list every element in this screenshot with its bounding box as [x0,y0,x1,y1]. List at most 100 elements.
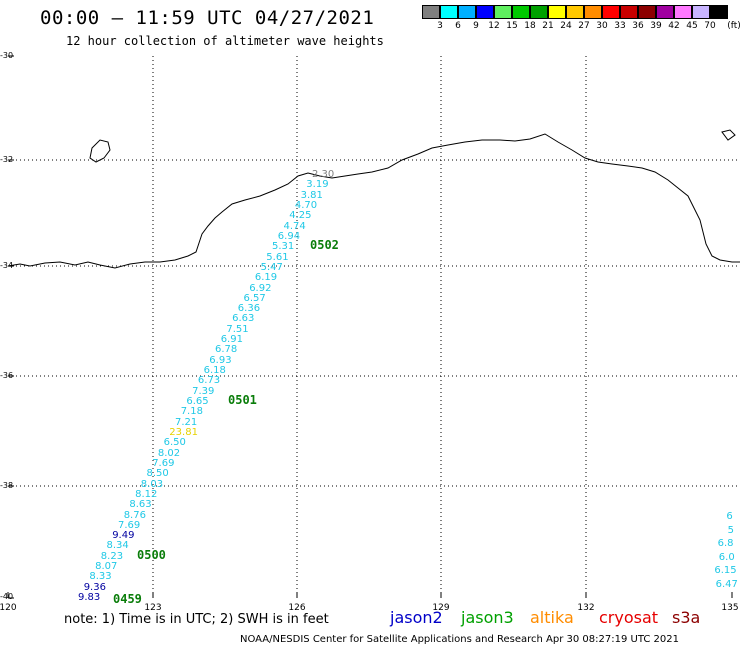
legend-swatch [638,5,656,19]
swh-value: 6.73 [197,375,221,387]
page-title: 00:00 – 11:59 UTC 04/27/2021 [40,7,375,29]
legend-label: 12 [488,21,500,31]
legend-swatch [458,5,476,19]
legend-swatch [494,5,512,19]
swh-value: 6.0 [718,551,735,563]
pass-time-label: 0501 [228,393,257,407]
legend-label: 39 [650,21,662,31]
legend-swatch [512,5,530,19]
swh-value: 6.92 [249,282,272,294]
pass-time-label: 0502 [310,238,339,252]
swh-value: 6.19 [254,272,278,284]
longitude-label: 129 [432,603,450,613]
legend-swatch [476,5,494,19]
swh-value: 6.91 [220,334,243,346]
swh-value: 6 [726,511,733,522]
swh-value: 8.12 [135,488,158,500]
legend-swatch [710,5,728,19]
longitude-label: 135 [721,603,739,613]
swh-value: 8.03 [140,478,164,490]
page-subtitle: 12 hour collection of altimeter wave hei… [66,34,384,48]
legend-swatches [422,5,728,19]
swh-value: 7.51 [226,323,249,335]
legend-swatch [440,5,458,19]
legend-swatch [548,5,566,19]
latitude-label: -38 [0,481,14,490]
swh-value: 6.47 [715,578,738,590]
longitude-label: 123 [144,603,162,613]
swh-value: 8.63 [129,499,152,511]
swh-value: 3.19 [306,179,329,191]
legend-swatch [692,5,710,19]
swh-value: 4.74 [283,220,306,232]
swh-value: 6.63 [232,313,255,325]
swh-value: 6.15 [714,565,737,576]
swh-value: 5.61 [266,251,289,263]
legend-label: 21 [542,21,554,31]
swh-value: 7.69 [152,457,175,469]
graticule [8,56,740,598]
swh-value: 6.93 [209,354,232,366]
longitude-label: 132 [577,603,595,613]
legend-label: 9 [473,21,479,31]
legend-swatch [584,5,602,19]
swh-value: 5.47 [260,261,283,273]
swh-value: 6.50 [163,437,186,449]
swh-value: 2.30 [312,169,335,180]
swh-value: 7.39 [192,385,215,397]
swh-value: 8.33 [89,571,112,583]
legend-labels: 3 6 9 12 15 18 21 24 27 30 33 36 39 42 45 70 (ft) [422,21,740,35]
satellite-legend-jason2: jason2 [390,608,443,627]
swh-value: 5 [727,524,734,536]
satellite-legend-jason3: jason3 [461,608,514,627]
swh-value: 7.69 [118,519,141,531]
legend-swatch [620,5,638,19]
pass-time-label: 0459 [113,592,142,606]
swh-value: 6.8 [717,538,734,549]
swh-value: 6.65 [186,396,209,407]
legend-label: 24 [560,21,572,31]
latitude-label: -34 [0,261,14,270]
legend-label: 18 [524,21,536,31]
legend-label: 15 [506,21,518,31]
longitude-label: 126 [288,603,306,613]
swh-value: 8.76 [123,509,146,521]
swh-value: 6.78 [215,344,238,356]
legend-label: 33 [614,21,626,31]
satellite-legend-altika: altika [530,608,574,627]
legend-label: 45 [686,21,698,31]
swh-value: 6.94 [277,230,301,242]
legend-swatch [530,5,548,19]
legend-unit: (ft) [727,21,740,31]
swh-value: 7.18 [180,406,203,418]
swh-value: 9.49 [112,530,135,542]
swh-value: 8.07 [95,561,118,572]
legend-label: 6 [455,21,461,31]
coastline-australia [7,133,740,269]
latitude-label: -40 [0,592,14,601]
swh-value: 8.50 [146,468,169,480]
swh-value: 23.81 [169,426,198,438]
legend-swatch [566,5,584,19]
legend-swatch [602,5,620,19]
swh-value: 8.34 [106,540,129,552]
swh-value: 6.18 [203,365,226,376]
swh-value: 8.23 [100,550,124,562]
footer-credit: NOAA/NESDIS Center for Satellite Applica… [240,634,679,645]
satellite-legend-cryosat: cryosat [599,608,659,627]
swh-value: 9.83 [78,592,101,603]
satellite-legend-s3a: s3a [672,608,701,627]
legend-swatch [656,5,674,19]
legend-label: 36 [632,21,644,31]
swh-value: 4.25 [289,210,312,222]
latitude-label: -30 [0,51,14,60]
color-legend: 3 6 9 12 15 18 21 24 27 30 33 36 39 42 45 70 (ft) [422,5,740,31]
swh-value: 4.70 [294,200,318,211]
coastline-east-fragment [721,129,736,141]
longitude-label: 120 [0,603,17,613]
pass-time-label: 0500 [137,548,166,562]
legend-swatch [674,5,692,19]
coastline-island-small [89,139,111,163]
swh-value: 6.36 [237,303,261,315]
